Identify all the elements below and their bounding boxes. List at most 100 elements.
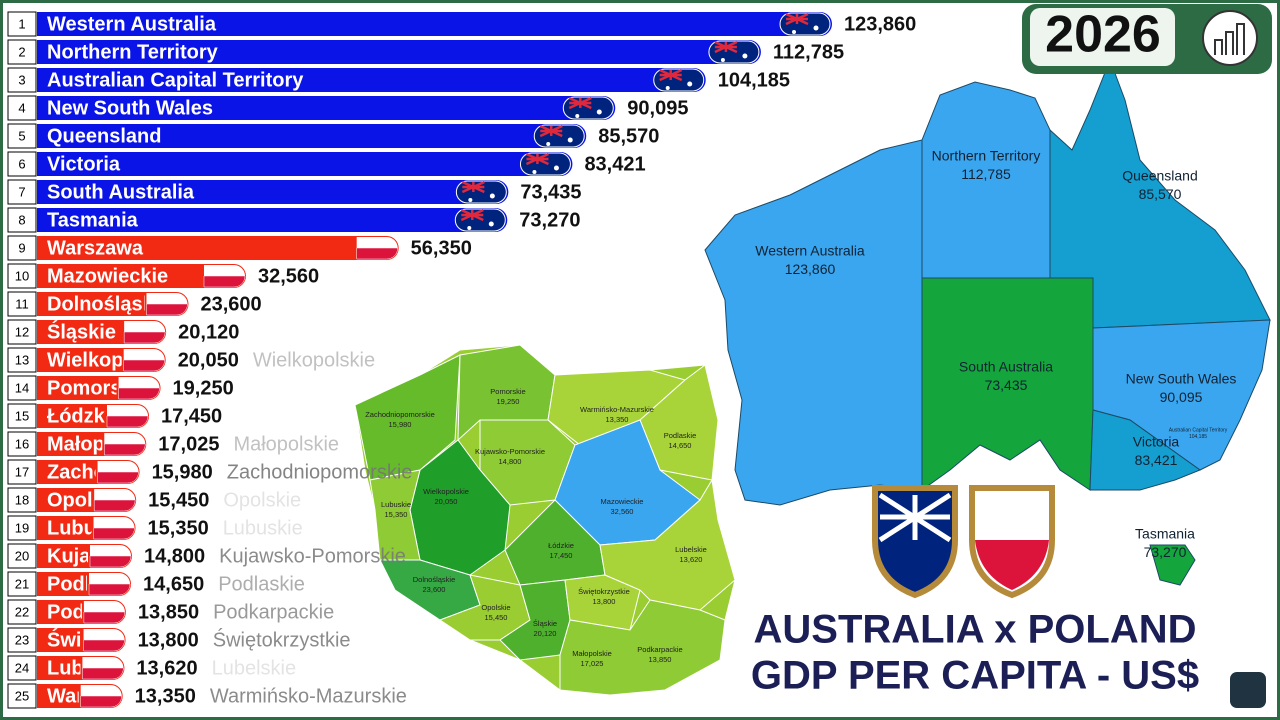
ghost-label: Świętokrzystkie (213, 627, 351, 651)
ghost-label: Lubelskie (212, 657, 297, 679)
bar-label: Kujawsko-Pomorskie (47, 545, 249, 567)
flag (82, 657, 124, 668)
flag-star (742, 53, 748, 59)
rank-box (7, 207, 37, 233)
map-region-name: Mazowieckie (601, 497, 644, 506)
map-region-value: 73,435 (985, 377, 1028, 393)
flag (93, 517, 135, 528)
map-region-value: 15,350 (385, 510, 408, 519)
flag (146, 303, 188, 316)
rank-box (7, 515, 37, 541)
flag (146, 293, 188, 304)
rank: 7 (18, 184, 25, 199)
map-region-value: 83,421 (1135, 452, 1178, 468)
bar (37, 96, 616, 120)
rank: 2 (18, 44, 25, 59)
value-label: 104,185 (718, 69, 790, 91)
flag-star (687, 81, 693, 87)
rank-box (7, 599, 37, 625)
map-region-name: Kujawsko-Pomorskie (475, 447, 545, 456)
rank: 10 (15, 268, 29, 283)
bar-label: Łódzkie (47, 405, 121, 427)
flag (97, 461, 139, 472)
flag-cross (714, 40, 738, 54)
map-region-value: 15,980 (389, 420, 412, 429)
value-label: 123,860 (844, 13, 916, 35)
shields (872, 485, 1055, 599)
value-label: 85,570 (598, 125, 659, 147)
bar-label: Dolnośląskie (47, 293, 170, 315)
rank: 17 (15, 464, 29, 479)
bar-label: Pomorskie (47, 377, 149, 399)
bar-label: Mazowieckie (47, 265, 168, 287)
bar (37, 152, 573, 176)
map-region-name: Queensland (1122, 168, 1198, 184)
logo-icon (1214, 23, 1245, 55)
map-region-value: 32,560 (611, 507, 634, 516)
flag (104, 433, 146, 444)
flag-star (792, 30, 796, 34)
flag (107, 405, 149, 416)
flag (124, 321, 166, 332)
bar-label: Zachodniopomorskie (47, 461, 249, 483)
rank: 18 (15, 492, 29, 507)
flag (89, 555, 132, 568)
map-region-value: 17,450 (550, 551, 573, 560)
rank-box (7, 11, 37, 37)
value-label: 112,785 (773, 41, 844, 63)
map-region-name: Tasmania (1135, 526, 1195, 542)
map-region-value: 13,850 (649, 655, 672, 664)
map-region-value: 14,800 (499, 457, 522, 466)
rank-box (7, 627, 37, 653)
flag (97, 471, 139, 484)
map-region-name: Zachodniopomorskie (365, 410, 435, 419)
rank-box (7, 291, 37, 317)
flag-star (467, 226, 472, 230)
bars: 1 Western Australia 123,860 2 Northern Terri… (7, 11, 916, 709)
map-region-value: 112,785 (961, 166, 1011, 182)
logo (1202, 10, 1258, 66)
flag (356, 237, 398, 248)
bar (37, 40, 761, 64)
value-label: 73,435 (520, 181, 581, 203)
map-region-name: New South Wales (1126, 371, 1237, 387)
rank: 12 (15, 324, 29, 339)
flag (83, 611, 126, 624)
value-label: 15,350 (148, 517, 209, 539)
ghost-label: Zachodniopomorskie (227, 461, 413, 483)
map-region-value: 23,600 (423, 585, 446, 594)
map-region-name: Podkarpackie (637, 645, 682, 654)
map-region-name: Opolskie (481, 603, 510, 612)
value-label: 15,450 (148, 489, 209, 511)
map-region-value: 20,050 (435, 497, 458, 506)
rank: 4 (18, 100, 25, 115)
bar-label: Podkarpackie (47, 601, 177, 623)
bar-label: Queensland (47, 125, 161, 147)
value-label: 17,025 (158, 433, 219, 455)
bar (37, 236, 399, 260)
value-label: 20,120 (178, 321, 239, 343)
flag-star (553, 165, 559, 171)
ghost-label: Opolskie (223, 489, 301, 511)
flag-cross (461, 180, 485, 194)
flag-cross (568, 96, 592, 110)
map-region-name: Australian Capital Territory (1169, 427, 1228, 433)
flag (104, 443, 146, 456)
map-region-name: Lubuskie (381, 500, 411, 509)
map-region-value: 90,095 (1160, 389, 1203, 405)
map-region-name: Łódzkie (548, 541, 574, 550)
map-region-value: 14,650 (669, 441, 692, 450)
map-region-name: Victoria (1133, 434, 1180, 450)
bar-label: Podlaskie (47, 573, 140, 595)
flag (118, 377, 160, 388)
value-label: 73,270 (519, 209, 580, 231)
bar (37, 264, 246, 288)
flag (83, 601, 125, 612)
map-region-value: 19,250 (497, 397, 520, 406)
rank-box (7, 179, 37, 205)
rank: 3 (18, 72, 25, 87)
map-region-value: 104,185 (1189, 434, 1207, 440)
rank: 16 (15, 436, 29, 451)
rank: 9 (18, 240, 25, 255)
map-region-value: 17,025 (581, 659, 604, 668)
